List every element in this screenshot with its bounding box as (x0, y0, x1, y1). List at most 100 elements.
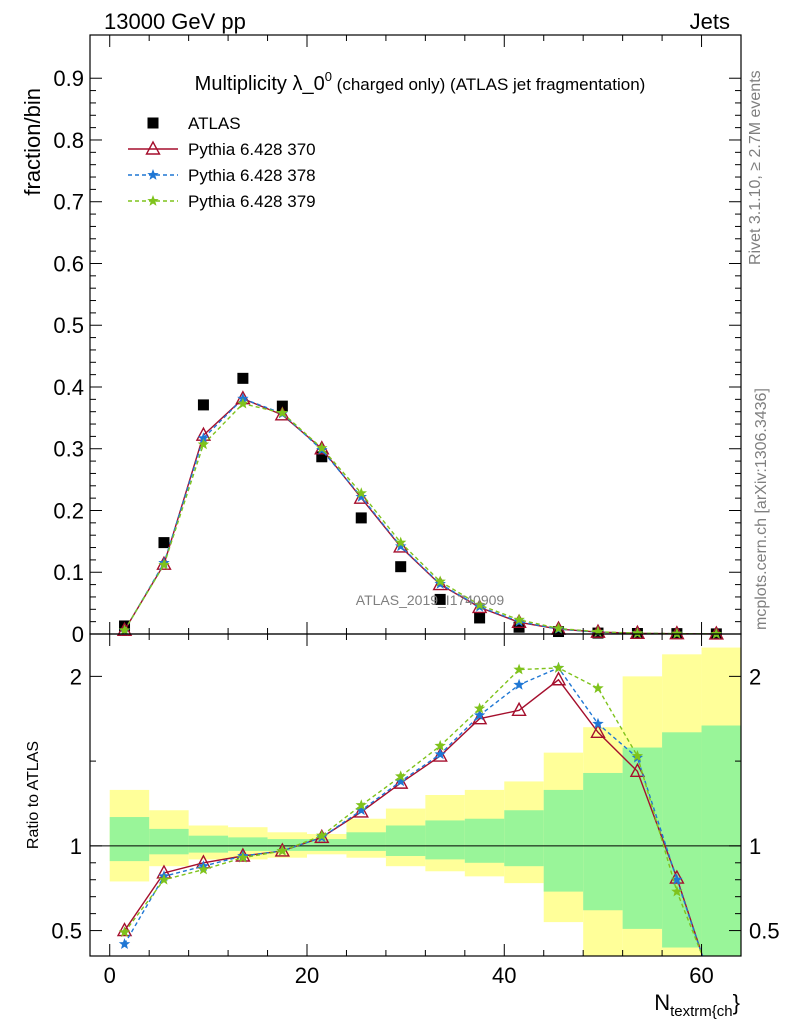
ratio-frame (89, 633, 742, 957)
uncertainty-band-green (464, 818, 505, 863)
series-line (123, 397, 717, 635)
ratio-y-axis: 0.5 0.5 1 1 2 2 (51, 664, 779, 943)
legend-marker (145, 140, 161, 155)
ratio-y-tick-label: 2 (70, 664, 82, 689)
legend-entry: Pythia 6.428 378 (128, 166, 316, 185)
data-point (434, 575, 446, 587)
legend-entry: ATLAS (147, 114, 241, 133)
data-point (274, 406, 291, 421)
main-panel: ATLAS_2019_I1740909 00.10.20.30.40.50.60… (20, 34, 742, 647)
uncertainty-band-green (504, 810, 544, 867)
legend-label: Pythia 6.428 378 (188, 166, 316, 185)
series-pythia-6-428-379 (118, 397, 722, 639)
main-y-tick-label: 0.4 (53, 375, 84, 400)
data-point (395, 540, 407, 552)
ratio-point (590, 723, 606, 738)
ratio-point (276, 844, 288, 856)
legend-entry: Pythia 6.428 379 (128, 192, 316, 211)
main-y-label: fraction/bin (20, 88, 45, 196)
uncertainty-band-green (109, 817, 150, 862)
rivet-label: Rivet 3.1.10, ≥ 2.7M events (747, 70, 764, 265)
ratio-series-line (123, 678, 704, 957)
data-point (276, 400, 288, 412)
uncertainty-band-green (149, 828, 189, 855)
data-point (592, 625, 604, 637)
ratio-series-line (123, 667, 704, 957)
ratio-point (237, 851, 249, 863)
legend-label: Pythia 6.428 379 (188, 192, 316, 211)
ratio-point (158, 873, 170, 885)
ratio-point (550, 671, 567, 686)
ratio-point (316, 829, 328, 841)
mcplots-label: mcplots.cern.ch [arXiv:1306.3436] (753, 388, 770, 630)
data-point (237, 397, 249, 409)
ratio-y-label: Ratio to ATLAS (25, 741, 42, 849)
data-point (473, 599, 486, 610)
ratio-point (552, 661, 565, 673)
x-tick-label: 60 (689, 963, 713, 988)
data-point (197, 399, 209, 411)
ratio-point (395, 775, 407, 787)
ratio-point (393, 774, 409, 789)
main-y-tick-label: 0.8 (53, 128, 84, 153)
header-left: 13000 GeV pp (104, 9, 246, 34)
ratio-point (197, 863, 210, 875)
data-point (355, 490, 367, 502)
analysis-watermark: ATLAS_2019_I1740909 (356, 592, 505, 608)
ratio-point (118, 938, 131, 949)
ratio-point (116, 922, 133, 937)
data-point (276, 406, 288, 418)
ratio-y-tick-label-right: 0.5 (749, 919, 780, 944)
data-point (316, 442, 328, 453)
legend-marker (147, 169, 159, 180)
ratio-plot-area (90, 647, 741, 957)
data-point (355, 512, 367, 524)
data-point (158, 537, 170, 549)
uncertainty-band-green (425, 820, 465, 860)
legend-label: ATLAS (188, 114, 241, 133)
data-point (316, 451, 328, 463)
ratio-point (434, 748, 446, 760)
ratio-panel: 0.5 0.5 1 1 2 2 0 20 40 60 Ratio to ATLAS Ntextr… (25, 633, 780, 1020)
ratio-point (473, 709, 486, 721)
main-y-tick-label: 0.5 (53, 313, 84, 338)
ratio-y-tick-label-right: 1 (749, 834, 761, 859)
uncertainty-band-green (307, 839, 347, 851)
series-line (123, 402, 717, 635)
ratio-point (511, 701, 527, 716)
legend-label: Pythia 6.428 370 (188, 140, 316, 159)
data-point (118, 624, 131, 636)
data-point (474, 612, 486, 624)
uncertainty-band-green (583, 772, 623, 911)
x-tick-label: 20 (295, 963, 319, 988)
ratio-point (118, 926, 131, 938)
ratio-y-tick-label: 0.5 (51, 919, 82, 944)
data-point (197, 438, 210, 450)
data-point (434, 593, 446, 605)
uncertainty-band-green (701, 725, 741, 956)
data-point (395, 561, 407, 573)
ratio-point (355, 799, 367, 810)
data-point (355, 487, 367, 499)
main-y-axis: 0 0.1 0.2 0.3 0.4 0.5 0.6 0.7 0.8 0.9 (53, 35, 742, 647)
main-y-tick-label: 0.9 (53, 66, 84, 91)
ratio-point (631, 750, 644, 761)
data-point (513, 613, 525, 625)
ratio-point (432, 747, 448, 762)
ratio-point (434, 739, 446, 751)
uncertainty-band-green (267, 839, 307, 851)
uncertainty-band-green (385, 825, 426, 857)
uncertainty-band-green (346, 832, 386, 851)
main-y-tick-label: 0.2 (53, 498, 84, 523)
data-point (552, 622, 565, 634)
uncertainty-band-green (188, 835, 229, 853)
legend-marker (147, 195, 159, 206)
ratio-point (513, 663, 525, 675)
data-point (158, 558, 170, 570)
ratio-point (671, 873, 683, 885)
x-axis: 0 20 40 60 (104, 634, 742, 988)
ratio-point (355, 804, 367, 816)
ratio-point (629, 762, 646, 777)
main-y-tick-label: 0.3 (53, 437, 84, 462)
